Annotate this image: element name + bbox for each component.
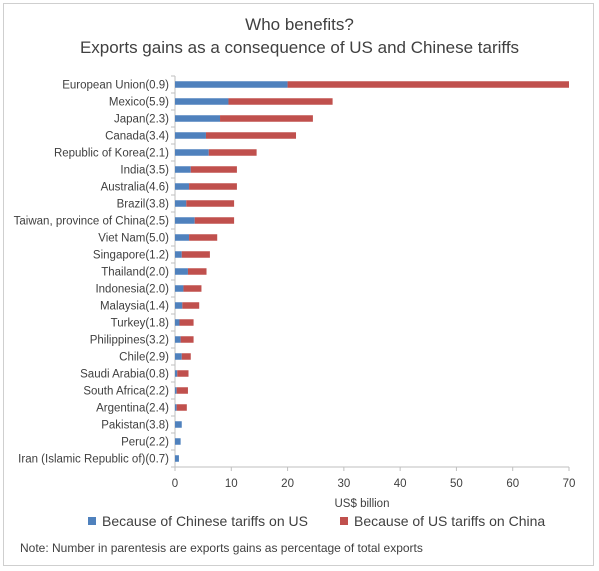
category-label: Iran (Islamic Republic of)(0.7) bbox=[18, 454, 169, 466]
category-label: Turkey(1.8) bbox=[111, 318, 170, 330]
legend-swatch-red bbox=[340, 517, 348, 525]
x-tick-label: 30 bbox=[337, 478, 350, 490]
x-tick-label: 20 bbox=[281, 478, 294, 490]
bar-chinese-tariffs bbox=[175, 285, 184, 292]
legend-swatch-blue bbox=[88, 517, 96, 525]
bar-us-tariffs bbox=[187, 268, 207, 275]
bar-us-tariffs bbox=[287, 81, 569, 88]
x-axis-label: US$ billion bbox=[335, 498, 390, 510]
bar-chinese-tariffs bbox=[175, 234, 190, 241]
bar-chinese-tariffs bbox=[175, 115, 221, 122]
category-label: Japan(2.3) bbox=[114, 114, 169, 126]
category-label: South Africa(2.2) bbox=[83, 386, 169, 398]
bar-us-tariffs bbox=[176, 387, 188, 394]
category-label: Malaysia(1.4) bbox=[100, 301, 169, 313]
bar-us-tariffs bbox=[228, 98, 333, 105]
bar-chinese-tariffs bbox=[175, 319, 180, 326]
bar-chinese-tariffs bbox=[175, 353, 182, 360]
category-label: Taiwan, province of China(2.5) bbox=[14, 216, 169, 228]
x-tick-label: 70 bbox=[563, 478, 576, 490]
bar-us-tariffs bbox=[183, 285, 202, 292]
bar-us-tariffs bbox=[190, 166, 237, 173]
bar-us-tariffs bbox=[189, 183, 237, 190]
category-label: Argentina(2.4) bbox=[96, 403, 169, 415]
bar-chinese-tariffs bbox=[175, 268, 188, 275]
bar-us-tariffs bbox=[180, 336, 194, 343]
bar-us-tariffs bbox=[194, 217, 235, 224]
bar-chinese-tariffs bbox=[175, 183, 190, 190]
category-label: India(3.5) bbox=[120, 165, 169, 177]
category-label: Peru(2.2) bbox=[121, 437, 169, 449]
bar-chinese-tariffs bbox=[175, 370, 178, 377]
bar-us-tariffs bbox=[179, 319, 194, 326]
chart-title: Who benefits? bbox=[245, 15, 354, 34]
category-label: Singapore(1.2) bbox=[93, 250, 169, 262]
bar-chinese-tariffs bbox=[175, 438, 181, 445]
bar-us-tariffs bbox=[205, 132, 297, 139]
bar-us-tariffs bbox=[176, 404, 187, 411]
category-label: European Union(0.9) bbox=[62, 80, 169, 92]
bar-chinese-tariffs bbox=[175, 387, 177, 394]
bar-chinese-tariffs bbox=[175, 132, 206, 139]
bar-chinese-tariffs bbox=[175, 404, 177, 411]
category-label: Mexico(5.9) bbox=[109, 97, 169, 109]
bar-chinese-tariffs bbox=[175, 81, 288, 88]
legend-label: Because of Chinese tariffs on US bbox=[102, 513, 308, 529]
bar-us-tariffs bbox=[181, 251, 210, 258]
bar-chinese-tariffs bbox=[175, 421, 182, 428]
legend-item-chinese-tariffs: Because of Chinese tariffs on US bbox=[88, 513, 308, 529]
category-label: Pakistan(3.8) bbox=[101, 420, 169, 432]
bar-chinese-tariffs bbox=[175, 251, 182, 258]
bar-chinese-tariffs bbox=[175, 336, 181, 343]
bar-us-tariffs bbox=[186, 200, 235, 207]
bar-us-tariffs bbox=[208, 149, 257, 156]
chart-frame bbox=[3, 3, 594, 566]
category-label: Republic of Korea(2.1) bbox=[54, 148, 169, 160]
category-label: Australia(4.6) bbox=[101, 182, 170, 194]
bar-us-tariffs bbox=[177, 370, 189, 377]
bar-chinese-tariffs bbox=[175, 149, 209, 156]
bar-us-tariffs bbox=[182, 302, 200, 309]
bar-chinese-tariffs bbox=[175, 166, 191, 173]
category-label: Thailand(2.0) bbox=[101, 267, 169, 279]
bar-chinese-tariffs bbox=[175, 98, 229, 105]
bar-chinese-tariffs bbox=[175, 455, 179, 462]
legend-label: Because of US tariffs on China bbox=[354, 513, 546, 529]
bar-us-tariffs bbox=[220, 115, 313, 122]
chart-subtitle: Exports gains as a consequence of US and… bbox=[79, 38, 520, 57]
x-tick-label: 10 bbox=[225, 478, 238, 490]
chart-note: Note: Number in parentesis are exports g… bbox=[20, 541, 423, 555]
x-tick-label: 40 bbox=[394, 478, 407, 490]
x-tick-label: 60 bbox=[506, 478, 519, 490]
category-label: Philippines(3.2) bbox=[90, 335, 169, 347]
bar-us-tariffs bbox=[189, 234, 218, 241]
bar-chinese-tariffs bbox=[175, 200, 187, 207]
x-tick-label: 50 bbox=[450, 478, 463, 490]
category-label: Chile(2.9) bbox=[119, 352, 169, 364]
legend-item-us-tariffs: Because of US tariffs on China bbox=[340, 513, 545, 529]
bar-chinese-tariffs bbox=[175, 217, 195, 224]
bar-chinese-tariffs bbox=[175, 302, 183, 309]
category-label: Brazil(3.8) bbox=[117, 199, 170, 211]
category-label: Canada(3.4) bbox=[105, 131, 169, 143]
category-label: Saudi Arabia(0.8) bbox=[80, 369, 169, 381]
category-label: Viet Nam(5.0) bbox=[98, 233, 169, 245]
category-label: Indonesia(2.0) bbox=[95, 284, 169, 296]
bar-us-tariffs bbox=[181, 353, 191, 360]
x-tick-label: 0 bbox=[172, 478, 178, 490]
